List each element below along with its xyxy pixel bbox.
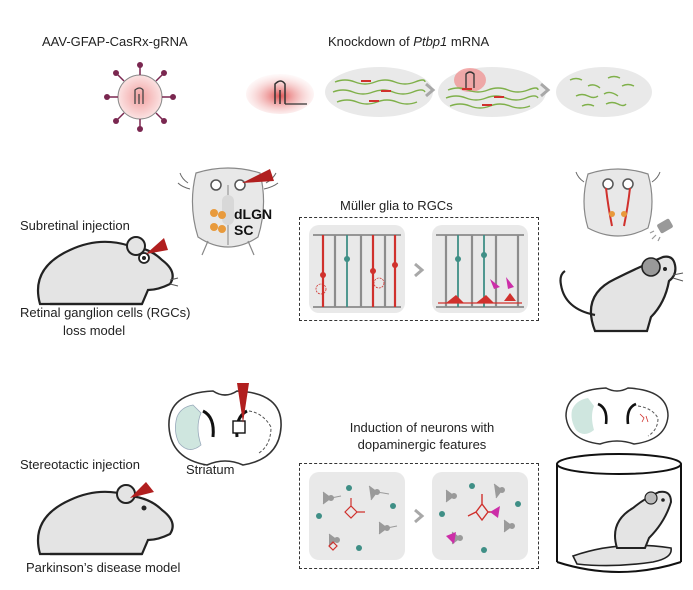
brain-coronal-section-icon — [168, 383, 282, 466]
mouse-stereotactic-icon — [36, 482, 174, 556]
chevron-right-icon-4 — [414, 508, 425, 524]
dopaminergic-title-line2: dopaminergic features — [357, 437, 487, 452]
chevron-right-icon — [425, 82, 436, 98]
striatum-panel-after — [432, 472, 528, 560]
striatum-panel-before — [309, 472, 405, 560]
rgc-model-label-line2: loss model — [63, 323, 126, 338]
striatum-label: Striatum — [186, 462, 235, 477]
knockdown-suffix: mRNA — [447, 34, 490, 49]
retina-panel-after — [432, 225, 528, 313]
knockdown-gene: Ptbp1 — [413, 34, 448, 49]
lamp-icon — [649, 218, 673, 242]
brain-coronal-result-icon — [565, 387, 669, 445]
dopaminergic-title-line1: Induction of neurons with — [349, 420, 495, 435]
mrna-panel-2 — [438, 67, 546, 117]
knockdown-prefix: Knockdown of — [328, 34, 414, 49]
brain-top-view-icon — [177, 167, 279, 256]
dlgn-label: dLGN — [234, 206, 273, 222]
mouse-behavior-icon — [559, 255, 684, 333]
mrna-panel-1 — [325, 67, 433, 117]
stereotactic-injection-label: Stereotactic injection — [20, 457, 140, 472]
muller-to-rgc-title: Müller glia to RGCs — [340, 198, 453, 213]
vector-label: AAV-GFAP-CasRx-gRNA — [42, 34, 188, 49]
mouse-subretinal-icon — [36, 236, 179, 306]
chevron-right-icon-3 — [414, 262, 425, 278]
brain-with-injection-icon — [575, 168, 661, 237]
chevron-right-icon-2 — [540, 82, 551, 98]
sc-label: SC — [234, 222, 254, 238]
subretinal-injection-label: Subretinal injection — [20, 218, 130, 233]
knockdown-title: Knockdown of Ptbp1 mRNA — [328, 34, 489, 50]
casrx-complex-icon — [246, 74, 314, 114]
open-field-cylinder-icon — [556, 453, 682, 573]
aav-virus-icon — [104, 62, 176, 132]
muller-conversion-box — [299, 217, 539, 321]
rgc-model-label-line1: Retinal ganglion cells (RGCs) — [20, 305, 191, 320]
dopaminergic-conversion-box — [299, 463, 539, 569]
parkinson-model-label: Parkinson’s disease model — [26, 560, 181, 575]
retina-panel-before — [309, 225, 405, 313]
mrna-fragments-panel — [556, 67, 652, 117]
